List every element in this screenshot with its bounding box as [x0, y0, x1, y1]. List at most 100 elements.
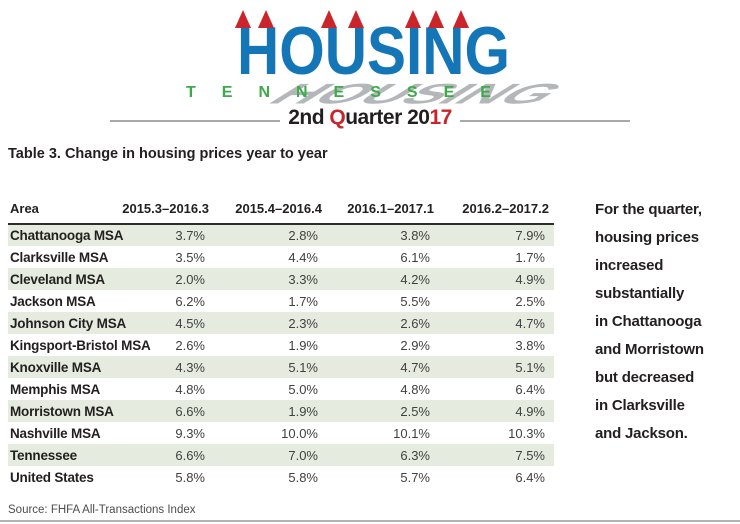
quarter-summary-note: For the quarter, housing prices increase… [595, 201, 704, 442]
quarter-text-part2: Q [329, 106, 346, 129]
value-cell: 3.3% [288, 271, 318, 287]
value-cell: 2.3% [288, 315, 318, 331]
value-cell: 3.7% [175, 228, 205, 243]
value-cell: 10.1% [393, 425, 430, 441]
value-cell: 4.7% [515, 315, 545, 331]
quarter-text-part1: 2nd [288, 106, 330, 129]
value-cell: 10.0% [281, 425, 318, 441]
value-cell: 6.1% [400, 249, 430, 265]
housing-wordmark: HOUSING [237, 13, 510, 89]
housing-prices-table: Area 2015.3–2016.3 2015.4–2016.4 2016.1–… [8, 188, 554, 488]
area-cell: Cleveland MSA [10, 271, 105, 287]
value-cell: 6.4% [515, 469, 545, 485]
table-body: Chattanooga MSA 3.7% 2.8% 3.8% 7.9% Clarksvil… [8, 224, 554, 488]
table-row: Kingsport-Bristol MSA 2.6% 1.9% 2.9% 3.8% [8, 334, 554, 356]
value-cell: 6.6% [175, 403, 205, 419]
quarter-text-part3: uarter 20 [345, 106, 430, 129]
value-cell: 1.7% [515, 249, 545, 265]
value-cell: 5.5% [400, 293, 430, 309]
value-cell: 7.5% [515, 447, 545, 463]
value-cell: 5.1% [288, 359, 318, 375]
value-cell: 6.6% [175, 447, 205, 463]
table-row: Tennessee 6.6% 7.0% 6.3% 7.5% [8, 444, 554, 466]
value-cell: 4.4% [288, 249, 318, 265]
table-row: Morristown MSA 6.6% 1.9% 2.5% 4.9% [8, 400, 554, 422]
value-cell: 1.9% [288, 403, 318, 419]
bottom-divider-line [0, 520, 740, 522]
table-row: Knoxville MSA 4.3% 5.1% 4.7% 5.1% [8, 356, 554, 378]
tennessee-wordmark: TENNESSEE [186, 84, 517, 101]
table-header-row: Area 2015.3–2016.3 2015.4–2016.4 2016.1–… [8, 188, 554, 225]
value-cell: 4.7% [400, 359, 430, 375]
value-cell: 5.0% [288, 381, 318, 397]
value-cell: 4.8% [400, 381, 430, 397]
value-cell: 2.6% [175, 337, 205, 353]
value-cell: 4.9% [515, 403, 545, 419]
table-row: Chattanooga MSA 3.7% 2.8% 3.8% 7.9% [8, 224, 554, 246]
value-cell: 6.3% [400, 447, 430, 463]
roof-icon [428, 10, 444, 28]
area-cell: Memphis MSA [10, 381, 101, 397]
roof-icon [321, 10, 337, 28]
value-cell: 5.1% [515, 359, 545, 375]
value-cell: 4.3% [175, 359, 205, 375]
value-cell: 2.0% [175, 271, 205, 287]
area-cell: Chattanooga MSA [10, 228, 124, 243]
area-cell: Tennessee [10, 447, 77, 463]
quarter-label: 2nd Quarter 2017 [0, 106, 740, 130]
value-cell: 4.2% [400, 271, 430, 287]
value-cell: 7.0% [288, 447, 318, 463]
value-cell: 1.9% [288, 337, 318, 353]
value-cell: 10.3% [508, 425, 545, 441]
quarter-text-part4: 17 [429, 106, 452, 129]
roof-icon [405, 10, 421, 28]
column-header-2016-2: 2016.2–2017.2 [439, 188, 554, 225]
table-row: Clarksville MSA 3.5% 4.4% 6.1% 1.7% [8, 246, 554, 268]
value-cell: 4.8% [175, 381, 205, 397]
value-cell: 2.5% [515, 293, 545, 309]
area-cell: Knoxville MSA [10, 359, 102, 375]
value-cell: 5.8% [288, 469, 318, 485]
table-row: Johnson City MSA 4.5% 2.3% 2.6% 4.7% [8, 312, 554, 334]
value-cell: 5.8% [175, 469, 205, 485]
value-cell: 1.7% [288, 293, 318, 309]
column-header-2016-1: 2016.1–2017.1 [327, 188, 439, 225]
value-cell: 2.6% [400, 315, 430, 331]
table-row: Cleveland MSA 2.0% 3.3% 4.2% 4.9% [8, 268, 554, 290]
area-cell: Kingsport-Bristol MSA [10, 337, 151, 353]
value-cell: 6.4% [515, 381, 545, 397]
roof-icon [235, 10, 251, 28]
area-cell: United States [10, 469, 94, 485]
value-cell: 2.8% [288, 228, 318, 243]
table-row: United States 5.8% 5.8% 5.7% 6.4% [8, 466, 554, 488]
column-header-2015-3: 2015.3–2016.3 [106, 188, 214, 225]
value-cell: 4.9% [515, 271, 545, 287]
column-header-2015-4: 2015.4–2016.4 [214, 188, 327, 225]
area-cell: Clarksville MSA [10, 249, 109, 265]
column-header-area: Area [8, 188, 106, 225]
roof-icon [348, 10, 364, 28]
source-citation: Source: FHFA All-Transactions Index [8, 504, 196, 516]
area-cell: Jackson MSA [10, 293, 96, 309]
table-title: Table 3. Change in housing prices year t… [8, 146, 328, 162]
value-cell: 6.2% [175, 293, 205, 309]
area-cell: Johnson City MSA [10, 315, 127, 331]
value-cell: 2.5% [400, 403, 430, 419]
area-cell: Morristown MSA [10, 403, 114, 419]
roof-icon [258, 10, 274, 28]
roof-icon [453, 10, 469, 28]
value-cell: 3.8% [400, 228, 430, 243]
table-row: Memphis MSA 4.8% 5.0% 4.8% 6.4% [8, 378, 554, 400]
value-cell: 3.8% [515, 337, 545, 353]
value-cell: 7.9% [515, 228, 545, 243]
housing-tennessee-logo: HOUSING HOUSING TENNESSEE 2nd Quarter 20… [0, 0, 740, 132]
area-cell: Nashville MSA [10, 425, 101, 441]
table-row: Nashville MSA 9.3% 10.0% 10.1% 10.3% [8, 422, 554, 444]
table-row: Jackson MSA 6.2% 1.7% 5.5% 2.5% [8, 290, 554, 312]
value-cell: 3.5% [175, 249, 205, 265]
value-cell: 4.5% [175, 315, 205, 331]
value-cell: 9.3% [175, 425, 205, 441]
value-cell: 2.9% [400, 337, 430, 353]
value-cell: 5.7% [400, 469, 430, 485]
